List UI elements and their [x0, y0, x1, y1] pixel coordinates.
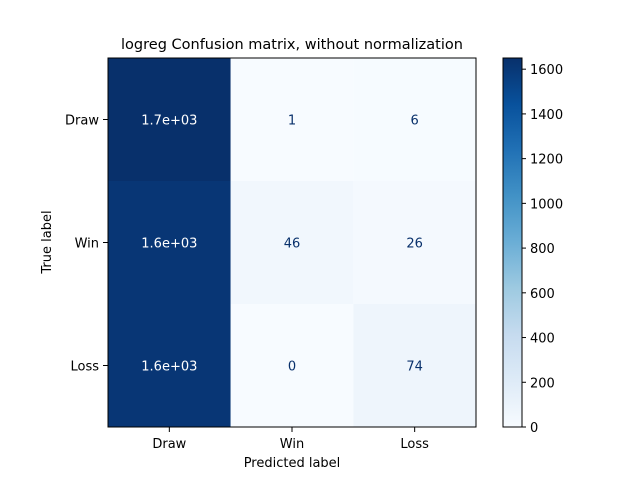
matrix-cell	[230, 58, 354, 181]
matrix-cell-label: 0	[288, 360, 296, 375]
matrix-cell-labels: 1.7e+03 1 6 1.6e+03 46 26 1.6e+03 0 74	[141, 114, 423, 375]
colorbar-tick-label: 1200	[530, 153, 563, 168]
matrix-cell	[230, 181, 354, 304]
matrix-cells	[108, 58, 476, 427]
x-tick-label: Loss	[400, 437, 429, 452]
matrix-cell-label: 1.7e+03	[141, 114, 197, 129]
colorbar-tick-label: 200	[530, 376, 555, 391]
colorbar-tick-label: 1000	[530, 197, 563, 212]
y-tick-label: Win	[75, 237, 99, 252]
matrix-cell-label: 6	[411, 114, 419, 129]
colorbar-tick-label: 600	[530, 287, 555, 302]
y-tick-label: Draw	[65, 114, 99, 129]
matrix-cell	[353, 181, 476, 304]
matrix-cell-label: 74	[406, 360, 423, 375]
colorbar-frame	[502, 57, 523, 428]
matrix-cell-label: 1.6e+03	[141, 237, 197, 252]
matrix-cell-label: 46	[284, 237, 301, 252]
matrix-cell	[230, 304, 354, 427]
matrix-cell-label: 1.6e+03	[141, 360, 197, 375]
x-axis-ticks: Draw Win Loss	[152, 427, 429, 452]
x-tick-label: Win	[280, 437, 304, 452]
x-tick-label: Draw	[152, 437, 186, 452]
y-axis-label: True label	[40, 210, 55, 274]
matrix-cell	[108, 304, 231, 427]
matrix-cell	[108, 58, 231, 181]
colorbar-ticks: 0 200 400 600 800 1000 1200 1400 1600	[522, 63, 563, 436]
matrix-cell-label: 26	[406, 237, 423, 252]
matrix-cell	[353, 304, 476, 427]
matrix-cell	[353, 58, 476, 181]
colorbar-tick-label: 1400	[530, 108, 563, 123]
y-axis-ticks: Draw Win Loss	[65, 114, 108, 375]
matrix-cell-label: 1	[288, 114, 296, 129]
matrix-cell	[108, 181, 231, 304]
colorbar-tick-label: 800	[530, 242, 555, 257]
colorbar-tick-label: 400	[530, 332, 555, 347]
y-tick-label: Loss	[70, 360, 99, 375]
chart-title: logreg Confusion matrix, without normali…	[121, 37, 463, 53]
colorbar	[503, 58, 522, 427]
colorbar-tick-label: 1600	[530, 63, 563, 78]
x-axis-label: Predicted label	[244, 456, 341, 471]
colorbar-tick-label: 0	[530, 421, 538, 436]
